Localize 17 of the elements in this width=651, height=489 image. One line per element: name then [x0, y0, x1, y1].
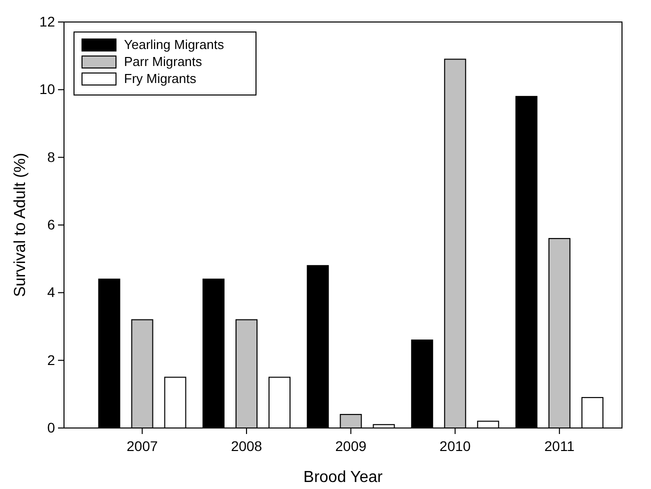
- x-tick-label: 2011: [544, 438, 575, 454]
- legend-label: Yearling Migrants: [124, 37, 224, 52]
- x-tick-label: 2010: [440, 438, 471, 454]
- y-tick-label: 8: [47, 148, 56, 165]
- x-tick-label: 2008: [230, 438, 262, 454]
- x-tick-label: 2007: [126, 438, 158, 454]
- y-tick-label: 12: [39, 13, 56, 30]
- y-tick-label: 2: [47, 352, 56, 368]
- legend-label: Parr Migrants: [124, 54, 203, 69]
- legend-label: Fry Migrants: [124, 71, 197, 86]
- y-tick-label: 0: [47, 419, 56, 436]
- y-axis-title: Survival to Adult (%): [12, 152, 29, 298]
- x-axis-title: Brood Year: [303, 469, 384, 486]
- y-tick-label: 4: [47, 284, 56, 300]
- x-tick-label: 2009: [335, 438, 367, 454]
- y-tick-label: 6: [47, 216, 56, 232]
- y-tick-label: 10: [39, 81, 56, 98]
